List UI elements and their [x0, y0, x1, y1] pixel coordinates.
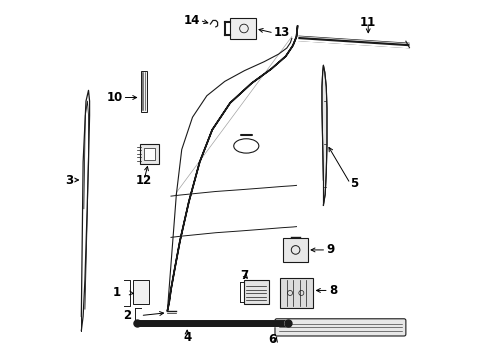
Text: 1: 1 — [112, 287, 121, 300]
Text: 2: 2 — [123, 309, 131, 322]
FancyBboxPatch shape — [140, 71, 147, 112]
Text: 5: 5 — [349, 177, 358, 190]
Text: 8: 8 — [328, 284, 336, 297]
FancyBboxPatch shape — [229, 18, 255, 39]
Text: 4: 4 — [183, 330, 191, 343]
Circle shape — [134, 320, 140, 326]
Text: 12: 12 — [136, 174, 152, 186]
Text: 3: 3 — [65, 174, 73, 186]
FancyBboxPatch shape — [140, 144, 159, 164]
Text: 13: 13 — [273, 27, 289, 40]
Text: 7: 7 — [240, 269, 248, 282]
Circle shape — [284, 320, 290, 326]
FancyBboxPatch shape — [244, 280, 268, 305]
Polygon shape — [321, 65, 326, 205]
Text: 14: 14 — [183, 14, 199, 27]
FancyBboxPatch shape — [133, 280, 149, 304]
Text: 11: 11 — [359, 16, 376, 29]
Text: 10: 10 — [106, 91, 122, 104]
FancyBboxPatch shape — [274, 319, 405, 336]
FancyBboxPatch shape — [279, 278, 313, 308]
Text: 9: 9 — [325, 243, 334, 256]
Text: 6: 6 — [267, 333, 276, 346]
FancyBboxPatch shape — [282, 238, 308, 262]
FancyBboxPatch shape — [144, 148, 155, 160]
